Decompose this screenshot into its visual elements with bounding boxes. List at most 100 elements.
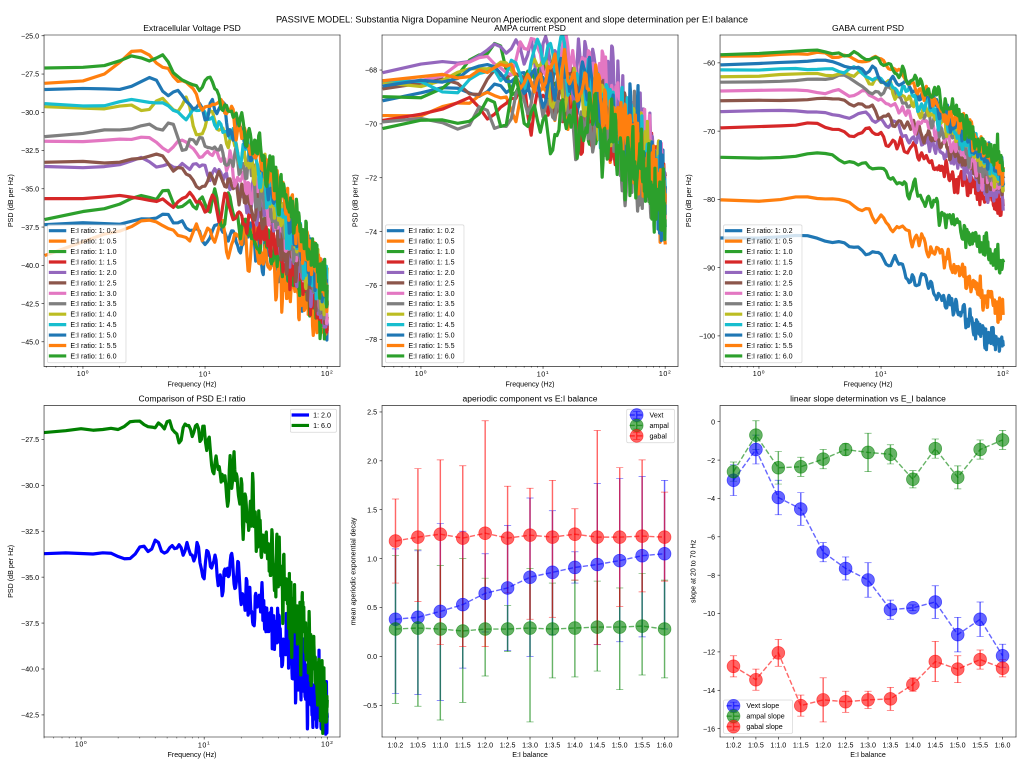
svg-text:1:4.0: 1:4.0 bbox=[567, 741, 583, 749]
svg-text:1:2.5: 1:2.5 bbox=[500, 741, 516, 749]
svg-text:E:I ratio: 1: 2.0: E:I ratio: 1: 2.0 bbox=[408, 269, 454, 277]
svg-text:2.5: 2.5 bbox=[367, 409, 377, 417]
svg-text:−2: −2 bbox=[707, 457, 715, 465]
svg-text:−78: −78 bbox=[365, 336, 377, 344]
svg-text:PSD (dB per Hz): PSD (dB per Hz) bbox=[7, 174, 15, 227]
svg-text:E:I ratio: 1: 2.0: E:I ratio: 1: 2.0 bbox=[746, 269, 792, 277]
svg-text:−32.5: −32.5 bbox=[21, 147, 39, 155]
svg-text:E:I ratio: 1: 4.5: E:I ratio: 1: 4.5 bbox=[746, 321, 792, 329]
svg-text:1:4.5: 1:4.5 bbox=[589, 741, 605, 749]
svg-text:1:5.5: 1:5.5 bbox=[972, 741, 988, 749]
svg-text:Frequency (Hz): Frequency (Hz) bbox=[844, 380, 893, 388]
svg-text:1:4.5: 1:4.5 bbox=[927, 741, 943, 749]
svg-text:−70: −70 bbox=[365, 121, 377, 129]
svg-text:Vext slope: Vext slope bbox=[746, 702, 779, 710]
svg-text:Frequency (Hz): Frequency (Hz) bbox=[168, 751, 217, 759]
svg-text:−72: −72 bbox=[365, 174, 377, 182]
svg-text:E:I ratio: 1: 1.0: E:I ratio: 1: 1.0 bbox=[408, 248, 454, 256]
svg-text:1:6.0: 1:6.0 bbox=[995, 741, 1011, 749]
svg-text:E:I ratio: 1: 0.2: E:I ratio: 1: 0.2 bbox=[70, 227, 116, 235]
svg-text:−27.5: −27.5 bbox=[21, 436, 39, 444]
svg-text:slope at 20 to 70 Hz: slope at 20 to 70 Hz bbox=[690, 539, 698, 603]
svg-text:0.0: 0.0 bbox=[367, 653, 377, 661]
svg-text:−100: −100 bbox=[699, 333, 715, 341]
svg-text:−14: −14 bbox=[703, 687, 715, 695]
svg-text:−68: −68 bbox=[365, 67, 377, 75]
svg-text:1 0 0: 1 0 0 bbox=[75, 738, 87, 750]
svg-text:−12: −12 bbox=[703, 649, 715, 657]
svg-text:Frequency (Hz): Frequency (Hz) bbox=[168, 380, 217, 388]
svg-text:E:I ratio: 1: 0.5: E:I ratio: 1: 0.5 bbox=[746, 238, 792, 246]
svg-text:−8: −8 bbox=[707, 572, 715, 580]
svg-text:E:I ratio: 1: 6.0: E:I ratio: 1: 6.0 bbox=[746, 352, 792, 360]
svg-text:E:I ratio: 1: 1.5: E:I ratio: 1: 1.5 bbox=[746, 258, 792, 266]
svg-text:E:I ratio: 1: 1.5: E:I ratio: 1: 1.5 bbox=[70, 258, 116, 266]
svg-text:−40.0: −40.0 bbox=[21, 262, 39, 270]
svg-text:Extracellular Voltage PSD: Extracellular Voltage PSD bbox=[143, 23, 241, 33]
svg-text:−32.5: −32.5 bbox=[21, 528, 39, 536]
svg-text:Frequency (Hz): Frequency (Hz) bbox=[506, 380, 555, 388]
svg-text:1:3.5: 1:3.5 bbox=[883, 741, 899, 749]
svg-text:1: 6.0: 1: 6.0 bbox=[313, 422, 331, 430]
svg-text:1 0 1: 1 0 1 bbox=[198, 738, 210, 750]
svg-text:E:I balance: E:I balance bbox=[512, 751, 548, 759]
svg-text:1:0.2: 1:0.2 bbox=[388, 741, 404, 749]
svg-text:linear slope determination vs: linear slope determination vs E_I balanc… bbox=[790, 393, 946, 403]
svg-text:1.5: 1.5 bbox=[367, 506, 377, 514]
svg-text:−10: −10 bbox=[703, 610, 715, 618]
svg-text:E:I ratio: 1: 0.2: E:I ratio: 1: 0.2 bbox=[746, 227, 792, 235]
svg-text:−30.0: −30.0 bbox=[21, 482, 39, 490]
svg-text:PASSIVE MODEL: Substantia Nigr: PASSIVE MODEL: Substantia Nigra Dopamine… bbox=[276, 14, 748, 24]
svg-text:E:I ratio: 1: 1.5: E:I ratio: 1: 1.5 bbox=[408, 258, 454, 266]
svg-text:−76: −76 bbox=[365, 282, 377, 290]
svg-text:Vext: Vext bbox=[649, 412, 663, 420]
svg-text:−4: −4 bbox=[707, 495, 715, 503]
svg-text:−30.0: −30.0 bbox=[21, 109, 39, 117]
svg-text:1:3.0: 1:3.0 bbox=[860, 741, 876, 749]
svg-text:E:I ratio: 1: 0.2: E:I ratio: 1: 0.2 bbox=[408, 227, 454, 235]
svg-text:E:I ratio: 1: 3.5: E:I ratio: 1: 3.5 bbox=[70, 300, 116, 308]
svg-text:aperiodic component vs E:I bal: aperiodic component vs E:I balance bbox=[463, 393, 598, 403]
svg-text:PSD (dB per Hz): PSD (dB per Hz) bbox=[685, 174, 693, 227]
svg-text:gabal: gabal bbox=[649, 432, 667, 440]
svg-text:−70: −70 bbox=[703, 128, 715, 136]
svg-text:1: 2.0: 1: 2.0 bbox=[313, 412, 331, 420]
svg-text:E:I ratio: 1: 3.0: E:I ratio: 1: 3.0 bbox=[746, 290, 792, 298]
svg-text:−27.5: −27.5 bbox=[21, 71, 39, 79]
svg-text:PSD (dB per Hz): PSD (dB per Hz) bbox=[7, 545, 15, 598]
svg-text:−35.0: −35.0 bbox=[21, 185, 39, 193]
svg-text:1 0 0: 1 0 0 bbox=[77, 367, 89, 379]
svg-text:−42.5: −42.5 bbox=[21, 300, 39, 308]
svg-text:−40.0: −40.0 bbox=[21, 666, 39, 674]
svg-text:−60: −60 bbox=[703, 60, 715, 68]
svg-text:1:0.5: 1:0.5 bbox=[748, 741, 764, 749]
svg-text:1:5.5: 1:5.5 bbox=[634, 741, 650, 749]
svg-text:−25.0: −25.0 bbox=[21, 32, 39, 40]
svg-text:E:I ratio: 1: 2.5: E:I ratio: 1: 2.5 bbox=[408, 279, 454, 287]
svg-text:1 0 0: 1 0 0 bbox=[415, 367, 427, 379]
svg-text:1:1.5: 1:1.5 bbox=[793, 741, 809, 749]
svg-text:E:I ratio: 1: 5.0: E:I ratio: 1: 5.0 bbox=[70, 332, 116, 340]
svg-text:E:I balance: E:I balance bbox=[850, 751, 886, 759]
svg-text:1 0 2: 1 0 2 bbox=[321, 738, 333, 750]
svg-text:mean aperiodic exponential dec: mean aperiodic exponential decay bbox=[349, 517, 357, 625]
svg-text:1:6.0: 1:6.0 bbox=[657, 741, 673, 749]
svg-text:−37.5: −37.5 bbox=[21, 620, 39, 628]
svg-text:E:I ratio: 1: 6.0: E:I ratio: 1: 6.0 bbox=[70, 352, 116, 360]
svg-text:ampal: ampal bbox=[649, 422, 669, 430]
svg-text:E:I ratio: 1: 6.0: E:I ratio: 1: 6.0 bbox=[408, 352, 454, 360]
svg-text:1 0 2: 1 0 2 bbox=[659, 367, 671, 379]
svg-text:E:I ratio: 1: 3.0: E:I ratio: 1: 3.0 bbox=[70, 290, 116, 298]
svg-text:E:I ratio: 1: 0.5: E:I ratio: 1: 0.5 bbox=[408, 238, 454, 246]
svg-text:1:4.0: 1:4.0 bbox=[905, 741, 921, 749]
svg-text:E:I ratio: 1: 2.5: E:I ratio: 1: 2.5 bbox=[746, 279, 792, 287]
svg-text:1:2.0: 1:2.0 bbox=[815, 741, 831, 749]
svg-text:AMPA current PSD: AMPA current PSD bbox=[494, 23, 566, 33]
svg-text:E:I ratio: 1: 1.0: E:I ratio: 1: 1.0 bbox=[70, 248, 116, 256]
svg-text:E:I ratio: 1: 3.5: E:I ratio: 1: 3.5 bbox=[408, 300, 454, 308]
svg-text:2.0: 2.0 bbox=[367, 458, 377, 466]
svg-text:1 0 0: 1 0 0 bbox=[753, 367, 765, 379]
svg-text:E:I ratio: 1: 3.0: E:I ratio: 1: 3.0 bbox=[408, 290, 454, 298]
svg-text:PSD (dB per Hz): PSD (dB per Hz) bbox=[352, 174, 360, 227]
svg-text:1:1.0: 1:1.0 bbox=[770, 741, 786, 749]
